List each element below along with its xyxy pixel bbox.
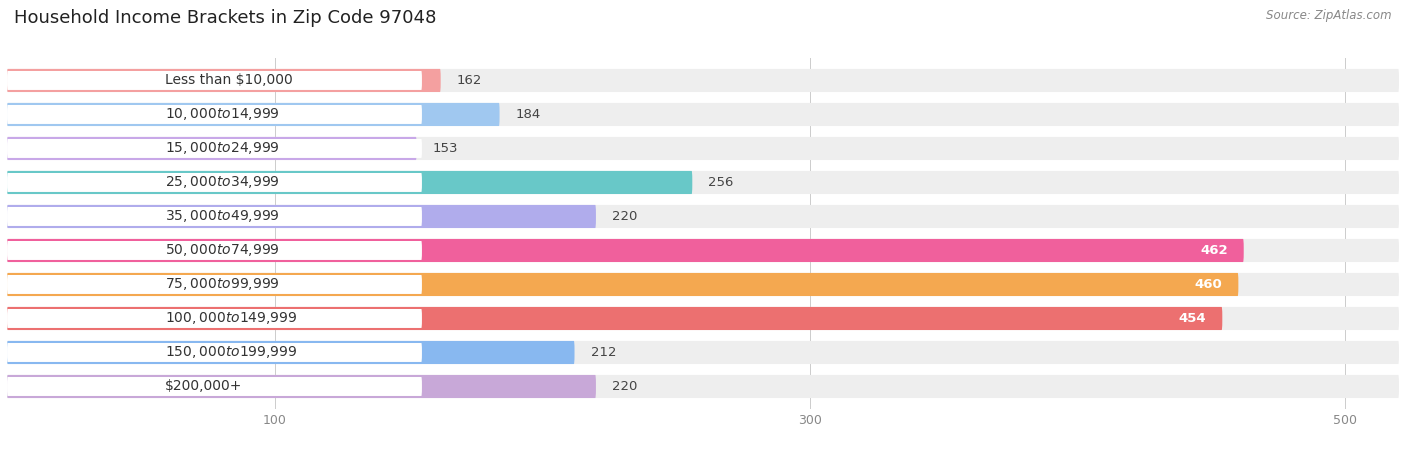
FancyBboxPatch shape (7, 71, 422, 90)
Text: $200,000+: $200,000+ (165, 379, 242, 393)
Text: 460: 460 (1195, 278, 1222, 291)
FancyBboxPatch shape (7, 241, 422, 260)
FancyBboxPatch shape (7, 309, 422, 328)
Text: 462: 462 (1201, 244, 1227, 257)
FancyBboxPatch shape (7, 205, 1399, 228)
Text: 153: 153 (433, 142, 458, 155)
FancyBboxPatch shape (7, 69, 1399, 92)
FancyBboxPatch shape (7, 307, 1222, 330)
FancyBboxPatch shape (7, 103, 1399, 126)
FancyBboxPatch shape (7, 375, 1399, 398)
FancyBboxPatch shape (7, 205, 596, 228)
FancyBboxPatch shape (7, 207, 422, 226)
FancyBboxPatch shape (7, 105, 422, 124)
Text: 454: 454 (1178, 312, 1206, 325)
FancyBboxPatch shape (7, 273, 1239, 296)
Text: $50,000 to $74,999: $50,000 to $74,999 (165, 242, 280, 259)
FancyBboxPatch shape (7, 173, 422, 192)
Text: $35,000 to $49,999: $35,000 to $49,999 (165, 208, 280, 224)
Text: Source: ZipAtlas.com: Source: ZipAtlas.com (1267, 9, 1392, 22)
FancyBboxPatch shape (7, 171, 692, 194)
Text: $75,000 to $99,999: $75,000 to $99,999 (165, 277, 280, 292)
Text: Household Income Brackets in Zip Code 97048: Household Income Brackets in Zip Code 97… (14, 9, 436, 27)
Text: 220: 220 (612, 210, 637, 223)
FancyBboxPatch shape (7, 239, 1399, 262)
FancyBboxPatch shape (7, 69, 440, 92)
Text: 256: 256 (709, 176, 734, 189)
FancyBboxPatch shape (7, 275, 422, 294)
Text: $25,000 to $34,999: $25,000 to $34,999 (165, 175, 280, 190)
FancyBboxPatch shape (7, 341, 1399, 364)
FancyBboxPatch shape (7, 137, 416, 160)
FancyBboxPatch shape (7, 103, 499, 126)
FancyBboxPatch shape (7, 341, 575, 364)
FancyBboxPatch shape (7, 343, 422, 362)
FancyBboxPatch shape (7, 307, 1399, 330)
FancyBboxPatch shape (7, 171, 1399, 194)
Text: $150,000 to $199,999: $150,000 to $199,999 (165, 344, 297, 361)
FancyBboxPatch shape (7, 239, 1244, 262)
FancyBboxPatch shape (7, 273, 1399, 296)
FancyBboxPatch shape (7, 139, 422, 158)
Text: $100,000 to $149,999: $100,000 to $149,999 (165, 311, 297, 326)
Text: $15,000 to $24,999: $15,000 to $24,999 (165, 141, 280, 156)
FancyBboxPatch shape (7, 377, 422, 396)
Text: 162: 162 (457, 74, 482, 87)
Text: Less than $10,000: Less than $10,000 (165, 74, 292, 88)
Text: 212: 212 (591, 346, 616, 359)
Text: 220: 220 (612, 380, 637, 393)
Text: $10,000 to $14,999: $10,000 to $14,999 (165, 106, 280, 123)
FancyBboxPatch shape (7, 375, 596, 398)
Text: 184: 184 (516, 108, 541, 121)
FancyBboxPatch shape (7, 137, 1399, 160)
